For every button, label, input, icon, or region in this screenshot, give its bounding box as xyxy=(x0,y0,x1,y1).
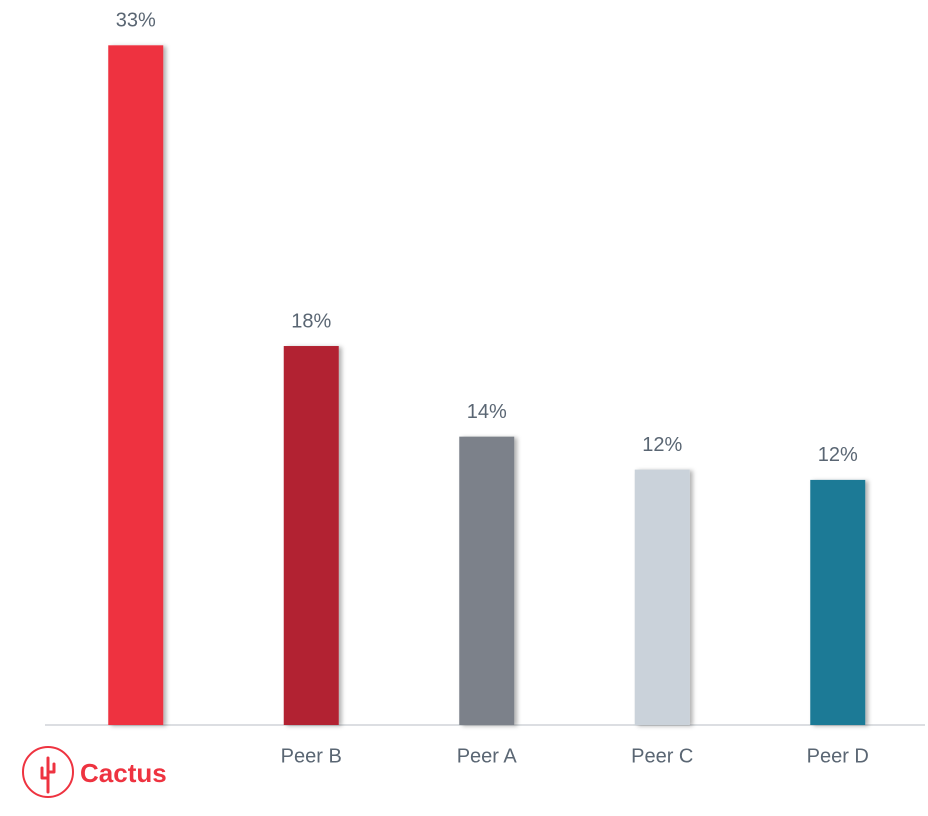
bar xyxy=(810,479,866,725)
bar xyxy=(459,436,515,725)
value-label: 12% xyxy=(818,444,858,466)
x-tick-label: Peer D xyxy=(807,745,869,767)
logo-text: Cactus xyxy=(80,758,167,788)
logo: Cactus xyxy=(22,746,167,798)
logo-circle xyxy=(22,746,74,798)
x-tick-label: Peer A xyxy=(457,745,518,767)
value-label: 33% xyxy=(116,10,156,32)
logo-icon xyxy=(40,756,56,794)
bar xyxy=(108,45,164,725)
bar xyxy=(634,469,690,725)
value-label: 18% xyxy=(291,310,331,332)
x-tick-label: Peer B xyxy=(281,745,342,767)
bar xyxy=(283,346,339,725)
value-label: 12% xyxy=(642,434,682,456)
value-label: 14% xyxy=(467,401,507,423)
x-tick-label: Peer C xyxy=(631,745,693,767)
